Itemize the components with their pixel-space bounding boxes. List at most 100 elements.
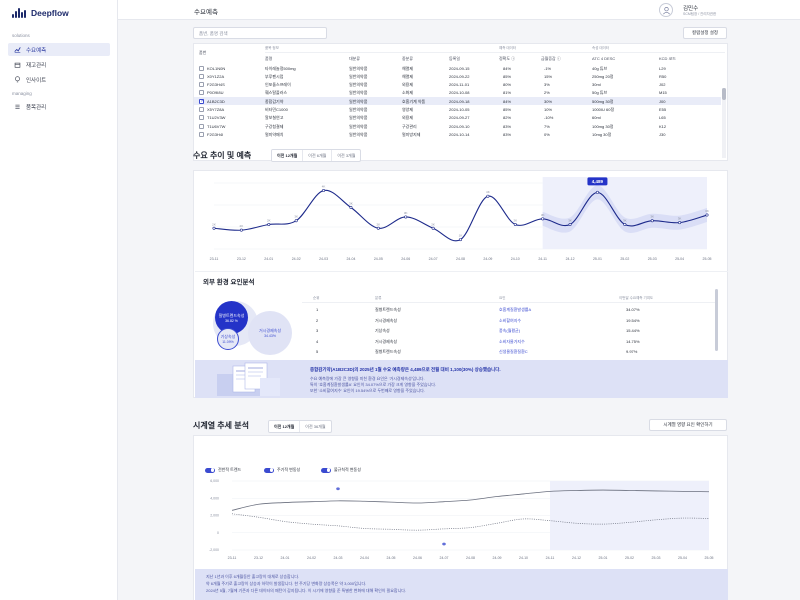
logo-icon [12,8,26,18]
cell-sub: 해열제 [402,65,414,71]
tab-12-months[interactable]: 이전 12개월 [272,150,304,161]
column-header-change[interactable]: 금월증감 ⓘ [541,56,561,61]
cell-atc: 1000IU 60정 [592,107,615,112]
sidebar-item-demand-forecast[interactable]: 수요예측 [8,43,110,56]
toggle-irregular[interactable]: 불규칙적 변동성 [321,467,361,473]
search-input[interactable] [193,27,327,39]
y-tick-label: 2,000 [210,514,219,518]
row-checkbox[interactable] [199,98,205,104]
tab-36-months[interactable]: 이전 36개월 [305,423,326,429]
x-tick-label: 25-03 [648,257,657,261]
table-row[interactable]: KOL1N0N 타이레놀정500mg 일반의약품 해열제 2024-09-15 84% -1… [194,64,721,72]
cell-atc: 50g 튜브 [592,90,608,96]
x-tick-label: 25-03 [652,556,661,560]
toggle-switch[interactable] [264,467,274,473]
user-icon [662,6,670,14]
data-point [294,219,298,223]
table-row[interactable]: X0Y1Z2A 부루펜시럽 일반의약품 해열제 2024-09-22 85% 15% 250m… [194,72,721,80]
factor-cell-group: 질병트렌드속성 [375,349,401,354]
x-tick-label: 24-06 [413,556,422,560]
row-checkbox[interactable] [199,65,204,71]
column-settings-button[interactable]: 컬럼설정 설정 [683,27,727,39]
row-checkbox[interactable] [199,131,204,137]
x-tick-label: 24-04 [346,257,355,261]
cell-atc: 100mg 30정 [592,123,614,129]
factor-cell-share: 19.54% [626,317,640,323]
column-header-kcd[interactable]: KCD 코드 [659,56,676,61]
x-tick-label: 24-01 [281,556,290,560]
row-checkbox[interactable] [199,123,204,129]
cell-acc: 85% [503,107,512,112]
row-checkbox[interactable] [199,90,204,96]
table-row[interactable]: T1U2V3W 알보칠연고 일반의약품 외용제 2024-09-27 82% -10% 60m… [194,114,721,122]
trend-line [231,489,710,511]
irregular-point [336,487,340,491]
data-point [212,226,216,230]
avatar[interactable] [659,3,673,17]
box-icon [14,61,21,68]
x-tick-label: 25-01 [599,556,608,560]
page-title: 수요예측 [194,9,218,16]
group-header-forecast: 예측 데이터 [499,46,517,50]
highlight-badge [587,177,608,186]
tab-12-months[interactable]: 이전 12개월 [269,421,301,432]
row-checkbox[interactable] [199,115,204,121]
nav-section-solutions: solutions [12,33,30,38]
cell-chg: 2% [544,90,550,96]
cell-code: A1B2C3D [207,98,225,104]
data-label: 2K [212,222,216,226]
table-row[interactable]: T1U6V7W 구강청결제 일반의약품 구강관리 2024-09-10 83% 7% 100m… [194,122,721,130]
toggle-cyclic[interactable]: 주기적 변동성 [264,467,300,473]
column-header-code[interactable]: 품번 [199,50,207,55]
row-checkbox[interactable] [199,82,204,88]
bubble-weather[interactable]: 기상속성 11.09% [217,328,239,350]
column-header-name[interactable]: 품명 [265,56,273,61]
table-row[interactable]: F2G3H4I 멀미약패치 일반의약품 멀미방지제 2024-10-14 83% 0% 10m… [194,130,721,138]
x-tick-label: 25-02 [620,257,629,261]
sidebar-item-insight[interactable]: 인사이트 [8,73,110,86]
sidebar-item-inventory[interactable]: 재고관리 [8,58,110,71]
data-label: 2K [267,218,271,222]
cell-date: 2024-10-05 [449,107,470,112]
data-label: 3K [623,218,627,222]
factor-cell-share: 34.07% [626,307,640,312]
cell-sub: 해열제 [402,73,414,79]
table-scrollbar[interactable] [722,88,726,158]
time-series-factor-button[interactable]: 시계열 영향 요인 확인하기 [649,419,727,431]
table-row[interactable]: X5Y7Z8A 비타민C1000 일반의약품 영양제 2024-10-05 85% 10% 1… [194,106,721,114]
tab-3-months[interactable]: 이전 3개월 [337,152,356,158]
column-header-atc[interactable]: ATC 4 DESC [592,56,616,61]
cell-chg: 10% [544,107,553,112]
data-point [239,228,243,232]
y-tick-label: 6,000 [210,479,219,483]
cell-code: X5Y7Z8A [207,107,225,112]
column-header-category[interactable]: 대분류 [349,56,361,61]
data-label: 2K [376,222,380,226]
factor-scrollbar[interactable] [715,289,718,351]
x-tick-label: 24-08 [456,257,465,261]
tab-6-months[interactable]: 이전 6개월 [303,150,333,161]
trend-note-line: 약 6개월 주기로 출고량이 상승과 하락이 발생합니다. 한 주기당 변화량 … [206,581,367,586]
logo[interactable]: Deepflow [12,8,69,18]
data-label: 2K [513,218,517,222]
scrollbar-thumb[interactable] [722,88,726,100]
row-checkbox[interactable] [199,73,204,79]
toggle-switch[interactable] [321,467,331,473]
table-row[interactable]: F2G3H4S 인포돌스프레이 일반의약품 외용제 2024-11-01 80% 3% 30m… [194,81,721,89]
toggle-overall-trend[interactable]: 전반적 트렌드 [205,467,241,473]
cell-name: 알보칠연고 [265,115,284,121]
column-header-date[interactable]: 등록일 [449,56,461,61]
table-row[interactable]: A1B2C3D 종합감기약 일반의약품 호흡기계 약품 2024-09-18 84% 30%… [194,97,721,106]
x-tick-label: 24-12 [566,257,575,261]
column-header-subcategory[interactable]: 중분류 [402,56,414,61]
sidebar-item-item-management[interactable]: 품목관리 [8,100,110,113]
toggle-switch[interactable] [205,467,215,473]
row-checkbox[interactable] [199,107,204,112]
table-row[interactable]: P0O9I8U 훼스탈플러스 일반의약품 소화제 2024-10-08 81% 2% 50g … [194,89,721,97]
cell-acc: 85% [503,73,512,79]
x-tick-label: 24-07 [440,556,449,560]
bubble-macro[interactable]: 거시경제속성 34.43% [248,311,292,355]
cell-atc: 30ml [592,82,601,88]
cell-sub: 구강관리 [402,123,417,129]
column-header-accuracy[interactable]: 정확도 ⓘ [499,56,516,61]
